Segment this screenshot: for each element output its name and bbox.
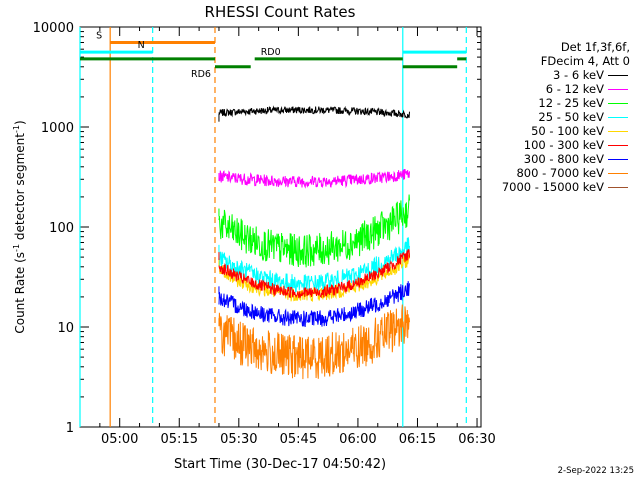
legend-swatch [608,159,628,160]
state-label: N [138,40,145,51]
footer-timestamp: 2-Sep-2022 13:25 [557,466,634,476]
legend-item: 3 - 6 keV [470,68,630,82]
plot-frame [79,26,482,428]
x-tick-label: 06:30 [458,432,495,447]
y-label-main: Count Rate (s [13,252,27,334]
state-label: S [96,30,102,41]
legend-item: 50 - 100 keV [470,124,630,138]
legend-header-1: Det 1f,3f,6f, [560,40,630,54]
y-tick-label: 1000 [41,121,74,136]
x-tick-label: 06:15 [399,432,436,447]
legend-label: 25 - 50 keV [538,110,604,124]
legend: Det 1f,3f,6f, FDecim 4, Att 0 3 - 6 keV 6… [470,40,630,194]
y-label-sup2: -1 [12,125,21,133]
legend-swatch [608,187,628,188]
legend-label: 7000 - 15000 keV [501,180,604,194]
legend-item: 25 - 50 keV [470,110,630,124]
legend-item: 800 - 7000 keV [470,166,630,180]
legend-swatch [608,131,628,132]
x-axis-label: Start Time (30-Dec-17 04:50:42) [174,457,386,472]
x-tick-label: 05:30 [220,432,257,447]
legend-label: 800 - 7000 keV [516,166,604,180]
legend-label: 100 - 300 keV [523,138,604,152]
legend-swatch [608,145,628,146]
y-label-sup1: -1 [12,244,21,252]
legend-swatch [608,173,628,174]
y-label-end: ) [13,120,27,125]
series-line [218,281,410,328]
legend-label: 3 - 6 keV [553,68,604,82]
legend-swatch [608,89,628,90]
x-tick-label: 05:45 [280,432,317,447]
state-label: RD6 [191,69,211,80]
y-tick-label: 100 [49,221,74,236]
legend-item: 7000 - 15000 keV [470,180,630,194]
legend-label: 12 - 25 keV [538,96,604,110]
state-label: RD0 [261,47,281,58]
x-tick-label: 05:00 [101,432,138,447]
y-axis-label: Count Rate (s-1 detector segment-1) [12,120,27,333]
legend-label: 50 - 100 keV [531,124,604,138]
plot-area: 1 10 100 1000 10000 05:00 05:15 05:30 05:45 06:00… [33,21,496,447]
y-tick-label: 10 [57,321,74,336]
legend-swatch [608,117,628,118]
legend-swatch [608,103,628,104]
y-tick-label: 10000 [33,21,74,36]
legend-item: 6 - 12 keV [470,82,630,96]
series-line [218,304,410,380]
chart-title: RHESSI Count Rates [205,3,356,21]
legend-label: 6 - 12 keV [545,82,604,96]
x-tick-label: 06:00 [339,432,376,447]
series-line [218,248,410,299]
series-line [218,168,410,189]
x-tick-label: 05:15 [161,432,198,447]
legend-swatch [608,75,628,76]
series-line [218,105,410,119]
y-tick-label: 1 [66,421,74,436]
series-line [218,194,410,268]
legend-header-2: FDecim 4, Att 0 [540,54,630,68]
legend-item: 300 - 800 keV [470,152,630,166]
legend-item: 12 - 25 keV [470,96,630,110]
legend-label: 300 - 800 keV [523,152,604,166]
y-label-mid: detector segment [13,133,27,244]
legend-item: 100 - 300 keV [470,138,630,152]
